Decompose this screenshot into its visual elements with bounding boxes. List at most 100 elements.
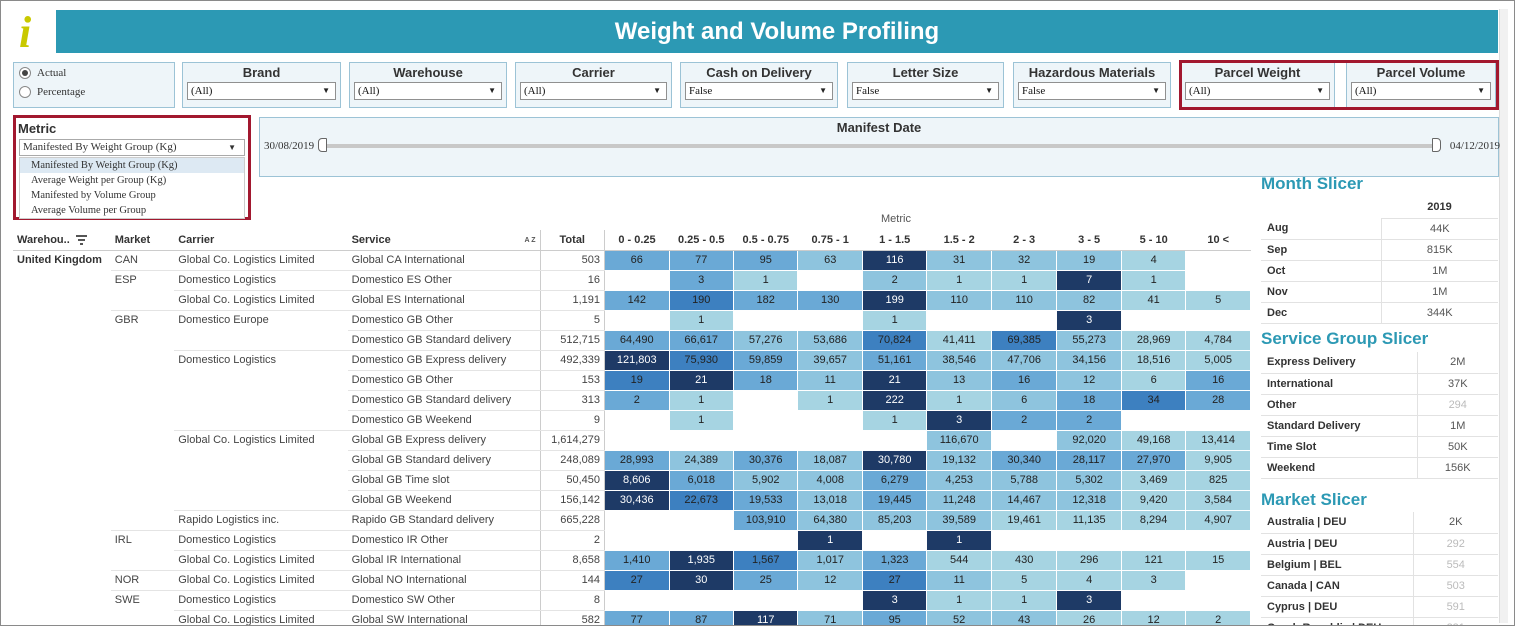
heat-cell[interactable]: 199: [861, 289, 928, 311]
heat-cell[interactable]: 110: [990, 289, 1058, 311]
heat-cell[interactable]: 13,414: [1185, 429, 1251, 451]
heat-cell[interactable]: 8,606: [604, 469, 670, 491]
heat-cell[interactable]: 41: [1120, 289, 1187, 311]
heat-cell[interactable]: 95: [861, 609, 928, 625]
col-header-weight-group[interactable]: 1.5 - 2: [926, 230, 992, 251]
heat-cell[interactable]: 82: [1056, 289, 1122, 311]
heat-cell[interactable]: 66: [604, 249, 670, 271]
heat-cell[interactable]: 28,993: [604, 449, 670, 471]
heat-cell[interactable]: 4: [1120, 249, 1187, 271]
heat-cell[interactable]: 5: [990, 569, 1058, 591]
slicer-row[interactable]: Oct 1M: [1261, 260, 1498, 282]
heat-cell[interactable]: 3,469: [1120, 469, 1187, 491]
heat-cell[interactable]: [668, 529, 734, 551]
heat-cell[interactable]: 6,279: [861, 469, 928, 491]
heat-cell[interactable]: 4,008: [797, 469, 863, 491]
heat-cell[interactable]: 63: [797, 249, 863, 271]
heat-cell[interactable]: 64,380: [797, 509, 863, 531]
metric-option[interactable]: Manifested by Volume Group: [31, 190, 156, 201]
heat-cell[interactable]: 5,005: [1185, 349, 1251, 371]
vertical-scrollbar[interactable]: [1499, 9, 1508, 623]
metric-option[interactable]: Average Weight per Group (Kg): [31, 175, 167, 186]
heat-cell[interactable]: 2: [861, 269, 928, 291]
heat-cell[interactable]: 5,302: [1056, 469, 1122, 491]
heat-cell[interactable]: 544: [926, 549, 992, 571]
heat-cell[interactable]: 66,617: [668, 329, 734, 351]
metric-option[interactable]: Average Volume per Group: [31, 205, 147, 216]
heat-cell[interactable]: [861, 529, 928, 551]
metric-select[interactable]: Manifested By Weight Group (Kg) ▼: [19, 139, 245, 156]
heat-cell[interactable]: 52: [926, 609, 992, 625]
col-header-weight-group[interactable]: 2 - 3: [991, 230, 1057, 251]
heat-cell[interactable]: 3: [861, 589, 928, 611]
heat-cell[interactable]: [797, 409, 863, 431]
heat-cell[interactable]: 49,168: [1120, 429, 1187, 451]
heat-cell[interactable]: 16: [1185, 369, 1251, 391]
heat-cell[interactable]: 51,161: [861, 349, 928, 371]
heat-cell[interactable]: 27: [861, 569, 928, 591]
slicer-row[interactable]: Australia | DEU 2K: [1261, 512, 1498, 534]
heat-cell[interactable]: 5: [1185, 289, 1251, 311]
heat-cell[interactable]: [1185, 309, 1251, 331]
heat-cell[interactable]: 110: [926, 289, 992, 311]
heat-cell[interactable]: 28,969: [1120, 329, 1187, 351]
date-start-handle[interactable]: [318, 138, 327, 152]
heat-cell[interactable]: 117: [732, 609, 799, 625]
slicer-row[interactable]: Nov 1M: [1261, 281, 1498, 303]
heat-cell[interactable]: 24,389: [668, 449, 734, 471]
heat-cell[interactable]: 5,788: [990, 469, 1058, 491]
heat-cell[interactable]: [1120, 409, 1187, 431]
heat-cell[interactable]: 18: [732, 369, 799, 391]
heat-cell[interactable]: 27: [604, 569, 670, 591]
heat-cell[interactable]: 222: [861, 389, 928, 411]
heat-cell[interactable]: 8,294: [1120, 509, 1187, 531]
heat-cell[interactable]: [990, 309, 1058, 331]
heat-cell[interactable]: 34,156: [1056, 349, 1122, 371]
heat-cell[interactable]: 11: [797, 369, 863, 391]
heat-cell[interactable]: 142: [604, 289, 670, 311]
col-header-warehouse[interactable]: Warehou..: [13, 230, 111, 251]
heat-cell[interactable]: 59,859: [732, 349, 799, 371]
heat-cell[interactable]: 39,589: [926, 509, 992, 531]
heat-cell[interactable]: 19,445: [861, 489, 928, 511]
metric-option[interactable]: Manifested By Weight Group (Kg): [20, 158, 244, 173]
sort-icon[interactable]: [75, 235, 87, 246]
heat-cell[interactable]: [861, 429, 928, 451]
heat-cell[interactable]: [1185, 589, 1251, 611]
heat-cell[interactable]: 430: [990, 549, 1058, 571]
heat-cell[interactable]: 1,323: [861, 549, 928, 571]
heat-cell[interactable]: 1: [732, 269, 799, 291]
heat-cell[interactable]: [604, 269, 670, 291]
slicer-row[interactable]: International 37K: [1261, 373, 1498, 395]
heat-cell[interactable]: 95: [732, 249, 799, 271]
col-header-service[interactable]: Service A Z: [347, 230, 541, 251]
heat-cell[interactable]: 43: [990, 609, 1058, 625]
heat-cell[interactable]: 18: [1056, 389, 1122, 411]
heat-cell[interactable]: [990, 429, 1058, 451]
heat-cell[interactable]: 1,410: [604, 549, 670, 571]
heat-cell[interactable]: 87: [668, 609, 734, 625]
filter-select[interactable]: False ▼: [685, 82, 833, 100]
heat-cell[interactable]: 77: [668, 249, 734, 271]
heat-cell[interactable]: [668, 589, 734, 611]
heat-cell[interactable]: 121,803: [604, 349, 670, 371]
heat-cell[interactable]: [1185, 529, 1251, 551]
heat-cell[interactable]: 9,905: [1185, 449, 1251, 471]
heat-cell[interactable]: [1185, 409, 1251, 431]
heat-cell[interactable]: 1: [668, 409, 734, 431]
heat-cell[interactable]: 6,018: [668, 469, 734, 491]
heat-cell[interactable]: [926, 309, 992, 331]
heat-cell[interactable]: 11: [926, 569, 992, 591]
heat-cell[interactable]: 55,273: [1056, 329, 1122, 351]
slicer-row[interactable]: Sep 815K: [1261, 239, 1498, 261]
heat-cell[interactable]: 30,340: [990, 449, 1058, 471]
slicer-row[interactable]: Dec 344K: [1261, 302, 1498, 324]
heat-cell[interactable]: 18,516: [1120, 349, 1187, 371]
col-header-weight-group[interactable]: 0.75 - 1: [797, 230, 863, 251]
heat-cell[interactable]: 14,467: [990, 489, 1058, 511]
slicer-row[interactable]: Time Slot 50K: [1261, 436, 1498, 458]
heat-cell[interactable]: [1185, 269, 1251, 291]
heat-cell[interactable]: 190: [668, 289, 734, 311]
col-header-carrier[interactable]: Carrier: [174, 230, 348, 251]
heat-cell[interactable]: 1,017: [797, 549, 863, 571]
